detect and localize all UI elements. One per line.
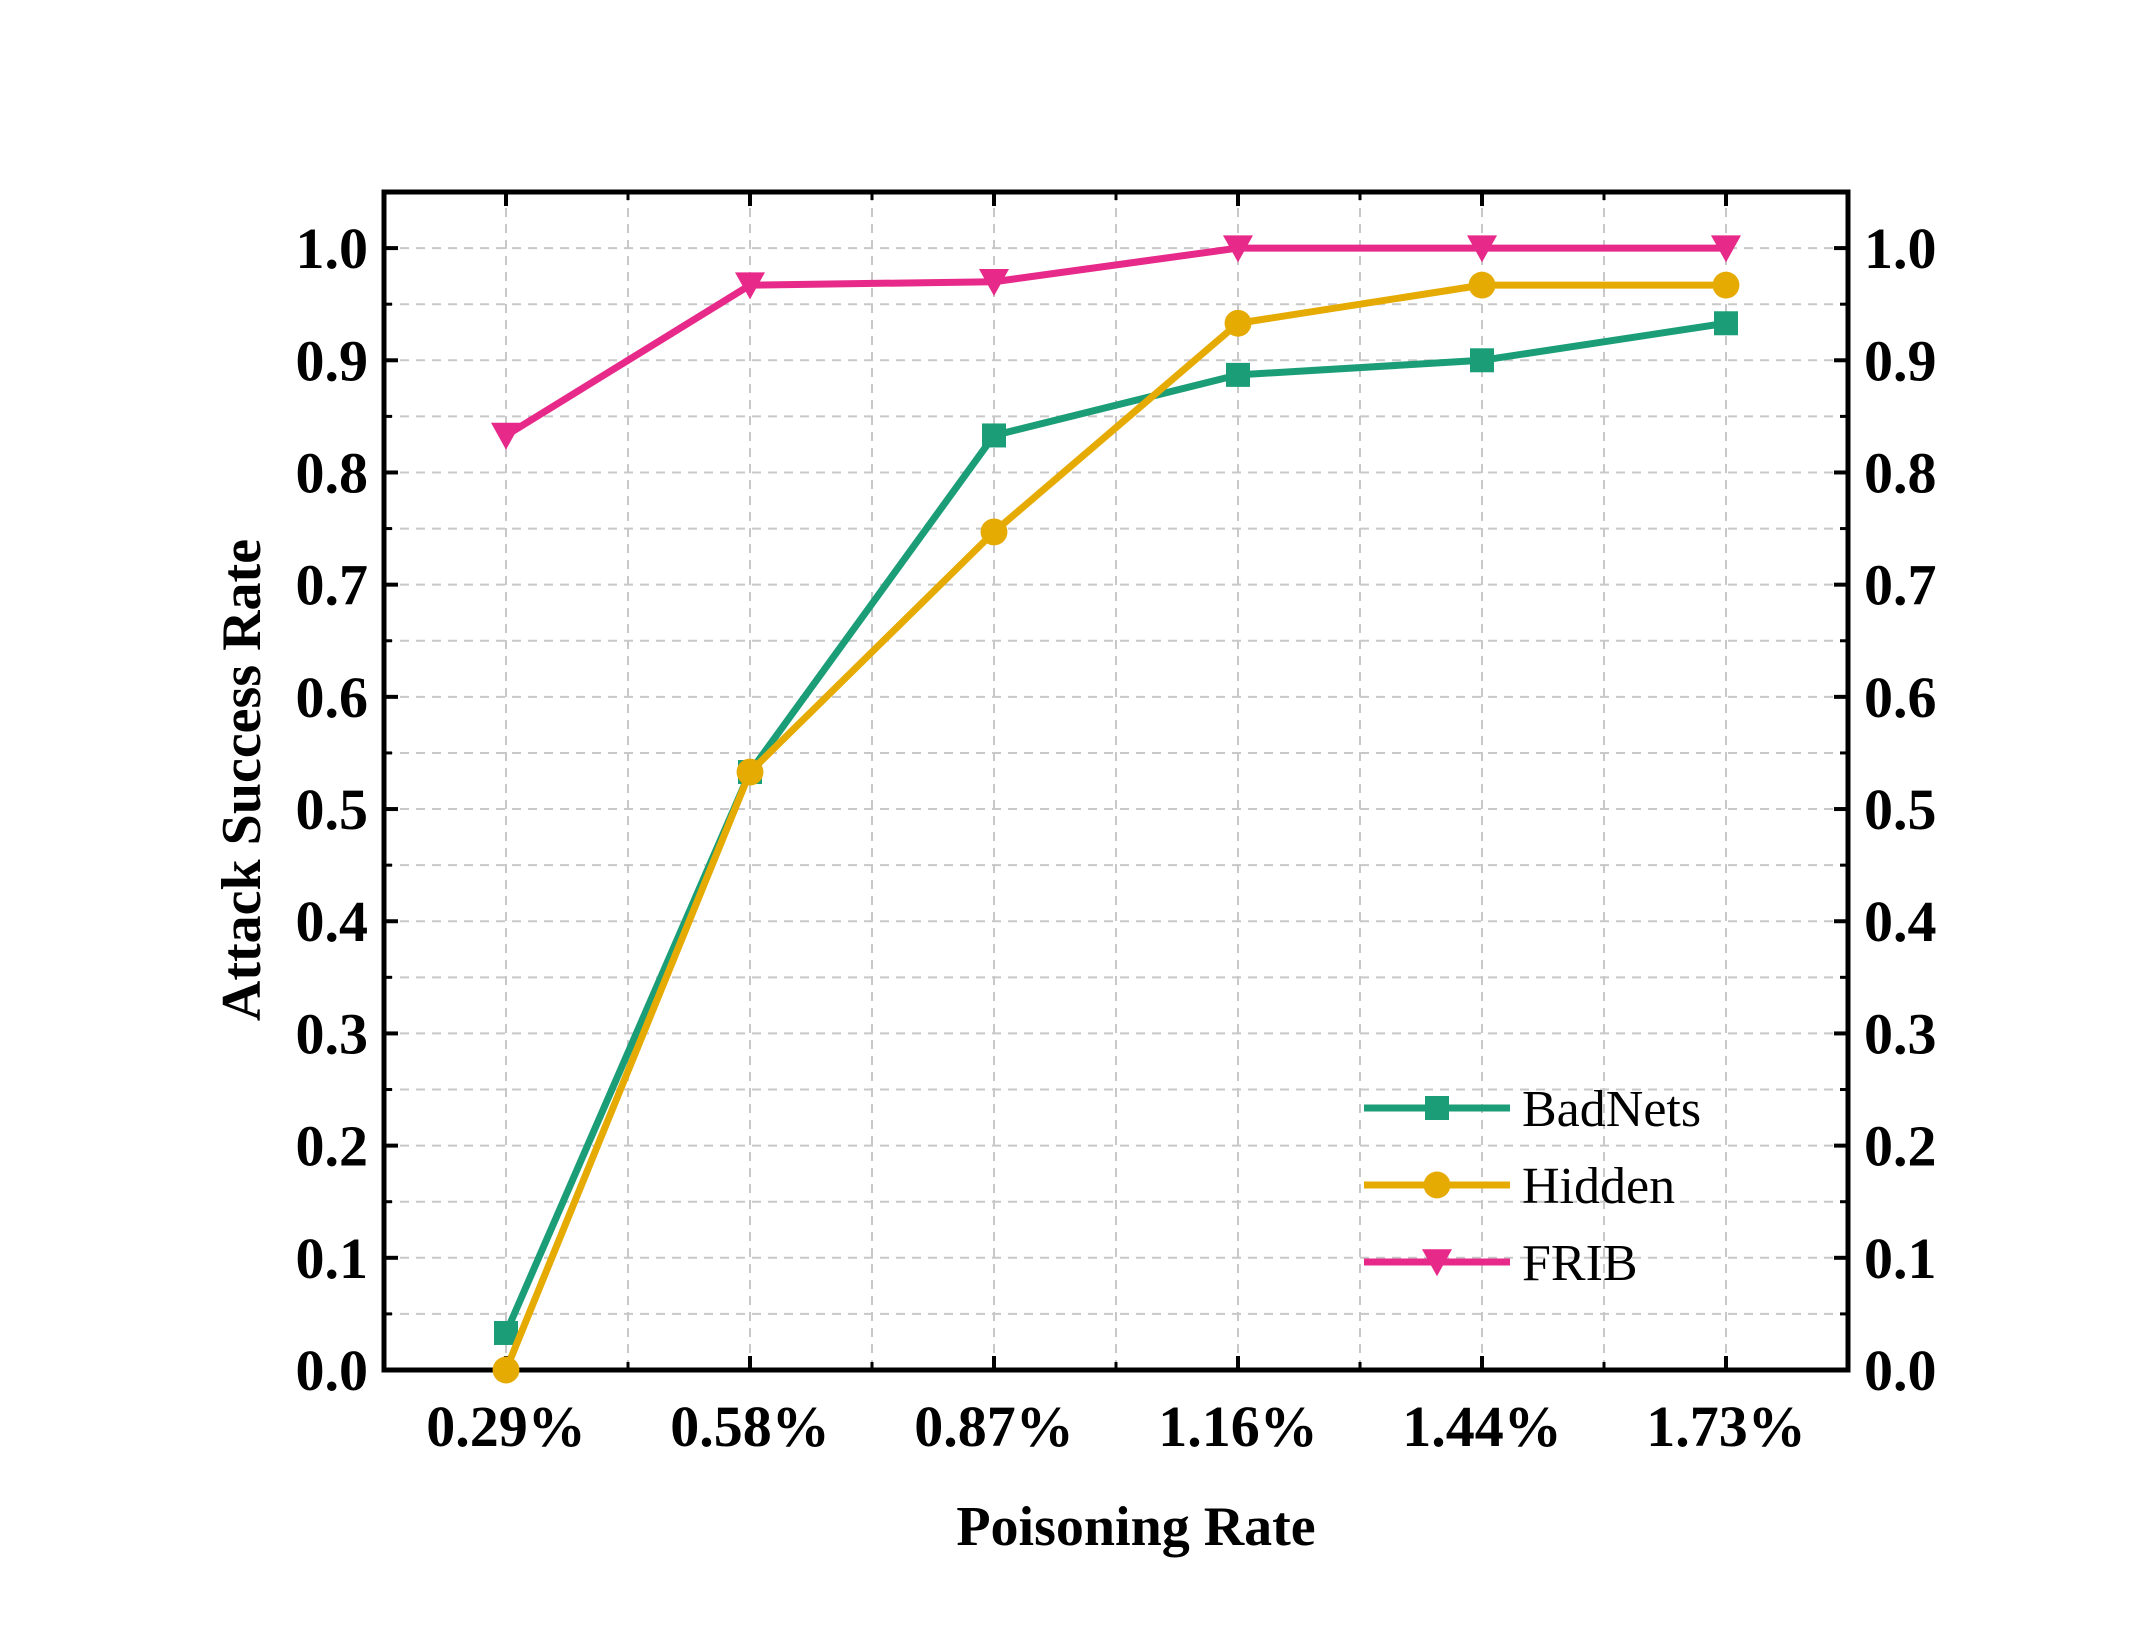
data-point bbox=[1711, 235, 1741, 263]
legend: BadNets Hidden FRIB bbox=[1364, 1081, 1701, 1292]
x-tick-label: 0.29% bbox=[426, 1394, 586, 1459]
data-point bbox=[1470, 348, 1494, 373]
series-frib bbox=[491, 235, 1741, 450]
y-tick-label-left: 0.5 bbox=[296, 777, 369, 842]
legend-label: FRIB bbox=[1522, 1235, 1638, 1292]
y-tick-label-right: 1.0 bbox=[1864, 216, 1937, 281]
y-tick-label-left: 0.8 bbox=[296, 440, 369, 505]
data-point bbox=[735, 272, 765, 300]
data-point bbox=[1226, 362, 1250, 387]
y-tick-label-left: 0.1 bbox=[296, 1226, 369, 1291]
data-point bbox=[492, 1356, 520, 1384]
data-point bbox=[1223, 235, 1253, 263]
legend-swatch-marker bbox=[1423, 1171, 1451, 1199]
x-tick-label: 1.16% bbox=[1158, 1394, 1318, 1459]
legend-item-frib: FRIB bbox=[1364, 1235, 1638, 1292]
y-tick-label-right: 0.8 bbox=[1864, 440, 1937, 505]
y-tick-label-left: 0.6 bbox=[296, 665, 369, 730]
y-tick-label-right: 0.3 bbox=[1864, 1001, 1937, 1066]
data-point bbox=[980, 518, 1008, 546]
y-tick-label-right: 0.9 bbox=[1864, 328, 1937, 393]
data-point bbox=[1712, 271, 1740, 299]
y-tick-label-left: 0.7 bbox=[296, 553, 369, 618]
x-tick-label: 1.44% bbox=[1402, 1394, 1562, 1459]
data-point bbox=[1224, 309, 1252, 337]
y-tick-label-right: 0.4 bbox=[1864, 889, 1937, 954]
x-tick-label: 0.87% bbox=[914, 1394, 1074, 1459]
data-point bbox=[1714, 311, 1738, 336]
legend-item-badnets: BadNets bbox=[1364, 1081, 1701, 1138]
x-tick-label: 1.73% bbox=[1646, 1394, 1806, 1459]
legend-label: Hidden bbox=[1522, 1158, 1675, 1215]
y-axis-title: Attack Success Rate bbox=[211, 539, 273, 1021]
y-tick-label-left: 0.0 bbox=[296, 1338, 369, 1403]
grid bbox=[384, 192, 1848, 1370]
x-tick-label: 0.58% bbox=[670, 1394, 830, 1459]
y-tick-label-left: 0.4 bbox=[296, 889, 369, 954]
y-tick-label-left: 1.0 bbox=[296, 216, 369, 281]
y-tick-label-right: 0.6 bbox=[1864, 665, 1937, 730]
data-point bbox=[1468, 271, 1496, 299]
y-tick-label-right: 0.0 bbox=[1864, 1338, 1937, 1403]
y-tick-label-left: 0.3 bbox=[296, 1001, 369, 1066]
legend-item-hidden: Hidden bbox=[1364, 1158, 1675, 1215]
data-point bbox=[982, 423, 1006, 448]
series-line bbox=[504, 244, 1726, 439]
legend-label: BadNets bbox=[1522, 1081, 1701, 1138]
data-point bbox=[979, 269, 1009, 297]
legend-swatch-marker bbox=[1425, 1096, 1449, 1120]
y-tick-label-left: 0.9 bbox=[296, 328, 369, 393]
y-tick-label-right: 0.5 bbox=[1864, 777, 1937, 842]
series-layer bbox=[491, 235, 1741, 1384]
series-hidden bbox=[492, 271, 1740, 1384]
axes: 0.0 0.0 0.1 0.1 0.2 0.2 0.3 0.3 0.4 0.4 0.5 0.5 0.6 0… bbox=[296, 189, 1937, 1459]
data-point bbox=[491, 422, 521, 450]
data-point bbox=[1467, 235, 1497, 263]
legend-swatch-marker bbox=[1422, 1249, 1452, 1277]
data-point bbox=[736, 758, 764, 786]
data-point bbox=[494, 1320, 518, 1345]
y-tick-label-right: 0.7 bbox=[1864, 553, 1937, 618]
y-tick-label-left: 0.2 bbox=[296, 1114, 369, 1179]
series-line bbox=[502, 281, 1726, 1372]
x-axis-title: Poisoning Rate bbox=[956, 1496, 1315, 1558]
y-tick-label-right: 0.1 bbox=[1864, 1226, 1937, 1291]
y-tick-label-right: 0.2 bbox=[1864, 1114, 1937, 1179]
